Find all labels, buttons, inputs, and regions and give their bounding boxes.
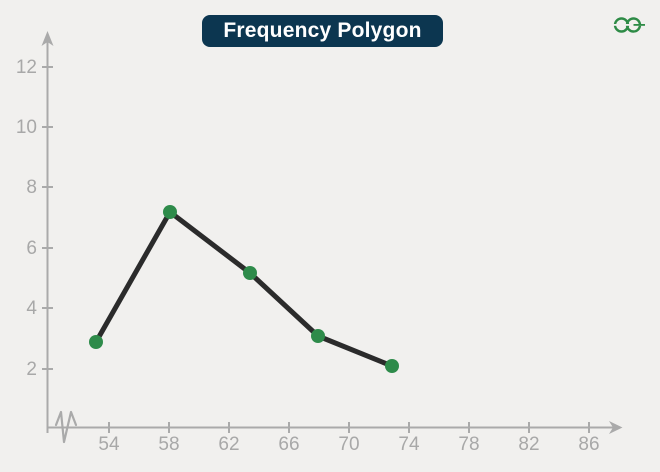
svg-text:74: 74 <box>398 434 420 455</box>
svg-text:12: 12 <box>16 57 37 78</box>
svg-text:54: 54 <box>98 434 120 455</box>
svg-text:70: 70 <box>338 434 359 455</box>
svg-text:4: 4 <box>26 298 37 319</box>
svg-text:10: 10 <box>16 117 37 138</box>
svg-text:62: 62 <box>218 434 239 455</box>
svg-text:2: 2 <box>26 359 37 380</box>
svg-text:82: 82 <box>518 434 539 455</box>
svg-text:8: 8 <box>26 177 37 198</box>
svg-text:66: 66 <box>278 434 299 455</box>
svg-text:6: 6 <box>26 238 37 259</box>
svg-text:86: 86 <box>578 434 599 455</box>
svg-text:78: 78 <box>458 434 479 455</box>
svg-text:58: 58 <box>158 434 179 455</box>
